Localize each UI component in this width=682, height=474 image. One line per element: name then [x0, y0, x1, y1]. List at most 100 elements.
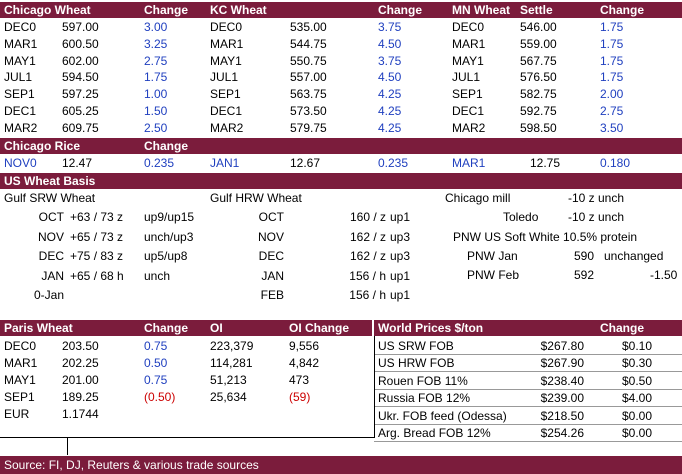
paris-change: 0.50 [144, 356, 168, 370]
wheat-change-cell: 4.25 [378, 104, 402, 118]
wheat-change-cell: 4.50 [378, 36, 402, 51]
world-row-divider [374, 441, 682, 442]
wheat-month-cell: JUL1 [210, 70, 239, 85]
chicago-change-header: Change [144, 3, 189, 17]
rice-change-header: Change [144, 139, 189, 153]
srw-basis-note: unch/up3 [144, 229, 194, 244]
hrw-basis-value: 156 / h [349, 288, 386, 302]
rice-price-2: 12.67 [290, 156, 321, 170]
wheat-price-cell: 592.75 [520, 104, 557, 118]
wheat-change-cell: 3.75 [378, 20, 402, 34]
world-origin: Rouen FOB 11% [378, 373, 468, 388]
hrw-basis-note: up3 [390, 229, 411, 244]
paris-month: DEC0 [4, 339, 37, 353]
world-change: $0.30 [621, 356, 652, 371]
wheat-change-cell: 1.75 [600, 36, 624, 51]
source-bar: Source: FI, DJ, Reuters & various trade … [0, 456, 682, 474]
srw-month: JAN [41, 268, 64, 283]
wheat-change-cell: 2.00 [600, 87, 624, 102]
wheat-month-cell: MAR2 [452, 120, 486, 135]
wheat-price-cell: 557.00 [290, 70, 327, 85]
srw-basis-value: +65 / 68 h [70, 268, 124, 283]
hrw-basis-value: 156 / h [349, 268, 386, 283]
wheat-price-cell: 546.00 [520, 20, 557, 34]
wheat-change-cell: 1.50 [144, 104, 168, 118]
wheat-change-cell: 4.50 [378, 70, 402, 85]
wheat-month-cell: JUL1 [4, 70, 33, 85]
eur-value: 1.1744 [62, 407, 99, 421]
world-change: $0.00 [621, 426, 652, 440]
pnw-jan-note: unchanged [604, 249, 664, 263]
wheat-price-cell: 594.50 [62, 70, 99, 85]
world-header: World Prices $/ton Change [374, 320, 682, 336]
srw-basis-value: +63 / 73 z [70, 210, 124, 224]
hrw-basis-note: up1 [390, 268, 411, 283]
wheat-price-cell: 544.75 [290, 36, 327, 51]
wheat-futures-header: Chicago Wheat Change KC Wheat Change MN … [0, 2, 682, 18]
wheat-month-cell: MAR1 [210, 36, 244, 51]
world-row-divider [374, 388, 682, 390]
wheat-price-cell: 559.00 [520, 36, 557, 51]
srw-basis-value: +65 / 73 z [70, 229, 124, 244]
hrw-basis-value: 162 / z [349, 249, 386, 263]
hrw-month: DEC [258, 249, 284, 263]
world-row-divider [374, 371, 682, 373]
srw-basis-note: up5/up8 [144, 249, 188, 263]
wheat-month-cell: MAR1 [452, 36, 486, 51]
wheat-month-cell: DEC0 [452, 20, 485, 34]
kc-wheat-title: KC Wheat [210, 3, 267, 17]
hrw-month: JAN [261, 268, 284, 283]
wheat-change-cell: 2.50 [144, 120, 168, 135]
paris-price: 201.00 [62, 373, 99, 387]
world-price: $267.90 [540, 356, 584, 371]
rice-header: Chicago Rice Change [0, 138, 682, 154]
paris-oi-header: OI [210, 321, 223, 335]
wheat-price-cell: 597.25 [62, 87, 99, 102]
wheat-price-cell: 597.00 [62, 20, 99, 34]
paris-change: (0.50) [144, 390, 176, 404]
wheat-month-cell: JUL1 [452, 70, 481, 85]
srw-month: NOV [37, 229, 64, 244]
world-change-header: Change [600, 321, 645, 335]
paris-month: SEP1 [4, 390, 35, 404]
wheat-month-cell: MAY1 [452, 53, 484, 68]
wheat-month-cell: MAR2 [210, 120, 244, 135]
wheat-price-cell: 550.75 [290, 53, 327, 68]
pnw-jan-label: PNW Jan [467, 249, 518, 263]
mn-change-header: Change [600, 3, 645, 17]
wheat-price-cell: 535.00 [290, 20, 327, 34]
wheat-price-cell: 579.75 [290, 120, 327, 135]
srw-basis-note: unch [144, 268, 171, 283]
wheat-month-cell: SEP1 [452, 87, 483, 102]
world-origin: US SRW FOB [378, 339, 454, 353]
rice-month-1: NOV0 [4, 156, 37, 170]
wheat-change-cell: 1.75 [600, 20, 624, 34]
paris-oi-change: 9,556 [289, 339, 320, 353]
wheat-price-cell: 602.00 [62, 53, 99, 68]
wheat-month-cell: DEC0 [210, 20, 243, 34]
wheat-month-cell: DEC1 [210, 104, 243, 118]
source-text: Source: FI, DJ, Reuters & various trade … [4, 458, 259, 472]
wheat-price-cell: 609.75 [62, 120, 99, 135]
basis-title: US Wheat Basis [4, 174, 96, 188]
paris-month: MAY1 [4, 373, 36, 387]
wheat-change-cell: 3.50 [600, 120, 624, 135]
paris-oi-change: (59) [289, 390, 311, 404]
paris-month: MAR1 [4, 356, 38, 370]
wheat-change-cell: 1.75 [600, 70, 624, 85]
paris-oi: 114,281 [210, 356, 253, 370]
rice-title: Chicago Rice [4, 139, 81, 153]
wheat-change-cell: 3.00 [144, 20, 168, 34]
hrw-month: FEB [260, 288, 284, 302]
world-price: $239.00 [540, 391, 584, 406]
gulf-srw-title: Gulf SRW Wheat [4, 191, 96, 205]
paris-price: 203.50 [62, 339, 99, 353]
pnw-title: PNW US Soft White 10.5% protein [453, 230, 638, 244]
section-divider [374, 336, 375, 437]
world-change: $0.00 [621, 408, 652, 423]
wheat-month-cell: DEC1 [4, 104, 37, 118]
wheat-month-cell: MAR1 [4, 36, 38, 51]
world-change: $4.00 [621, 391, 652, 406]
rice-price-3: 12.75 [530, 156, 561, 170]
world-price: $267.80 [540, 339, 584, 353]
